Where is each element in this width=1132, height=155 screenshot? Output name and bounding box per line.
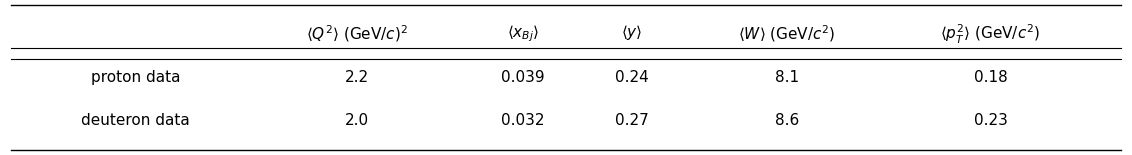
Text: $\langle y \rangle$: $\langle y \rangle$ (620, 23, 643, 42)
Text: 0.039: 0.039 (501, 70, 544, 85)
Text: $\langle Q^2 \rangle$ (GeV$/c)^2$: $\langle Q^2 \rangle$ (GeV$/c)^2$ (306, 23, 408, 44)
Text: 0.27: 0.27 (615, 113, 649, 128)
Text: 2.0: 2.0 (344, 113, 369, 128)
Text: 0.23: 0.23 (974, 113, 1007, 128)
Text: 0.032: 0.032 (501, 113, 544, 128)
Text: 2.2: 2.2 (344, 70, 369, 85)
Text: 8.1: 8.1 (774, 70, 799, 85)
Text: $\langle p_T^2 \rangle$ (GeV$/c^2$): $\langle p_T^2 \rangle$ (GeV$/c^2$) (941, 23, 1040, 46)
Text: 8.6: 8.6 (774, 113, 799, 128)
Text: proton data: proton data (91, 70, 181, 85)
Text: 0.18: 0.18 (974, 70, 1007, 85)
Text: deuteron data: deuteron data (82, 113, 190, 128)
Text: $\langle W \rangle$ (GeV$/c^2$): $\langle W \rangle$ (GeV$/c^2$) (738, 23, 835, 44)
Text: $\langle x_{Bj} \rangle$: $\langle x_{Bj} \rangle$ (507, 23, 539, 44)
Text: 0.24: 0.24 (615, 70, 649, 85)
